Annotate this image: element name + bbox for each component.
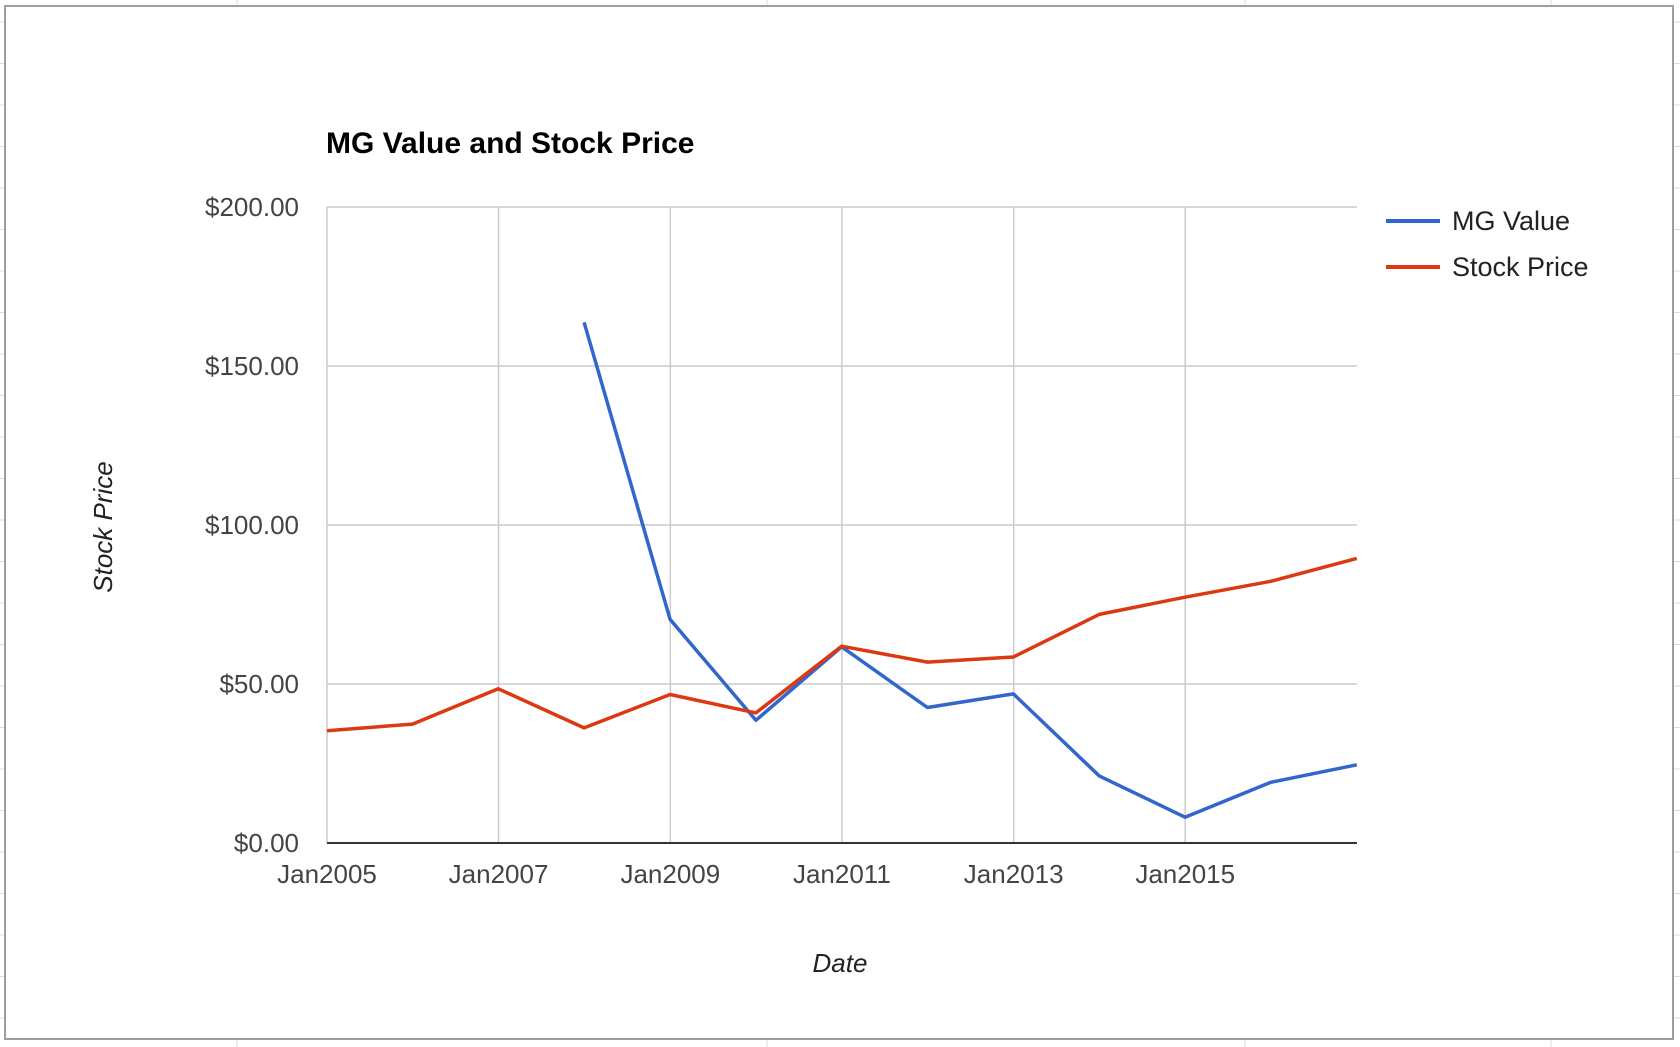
chart-title: MG Value and Stock Price	[326, 127, 694, 160]
chart-container[interactable]: MG Value and Stock Price $200.00 $150.00 $…	[4, 5, 1674, 1040]
x-tick-label: Jan2011	[793, 859, 891, 889]
x-tick-label: Jan2015	[1135, 859, 1235, 889]
y-tick-label: $50.00	[219, 669, 299, 699]
y-tick-label: $150.00	[205, 351, 299, 381]
x-tick-label: Jan2009	[620, 859, 720, 889]
line-chart: MG Value and Stock Price $200.00$150.00$…	[88, 127, 1589, 978]
legend-label-mg-value: MG Value	[1452, 206, 1570, 236]
y-tick-label: $100.00	[205, 510, 299, 540]
x-tick-label: Jan2005	[277, 859, 377, 889]
stock-price-line	[326, 556, 1358, 733]
x-tick-label: Jan2007	[449, 859, 549, 889]
legend-label-stock-price: Stock Price	[1452, 252, 1589, 282]
x-tick-label: Jan2013	[964, 859, 1064, 889]
x-axis-title: Date	[813, 948, 868, 978]
y-tick-label: $0.00	[234, 828, 299, 858]
y-tick-label: $200.00	[205, 192, 299, 222]
y-axis-title: Stock Price	[88, 461, 118, 593]
gridlines	[326, 206, 1357, 843]
mg-value-line	[582, 321, 1358, 819]
series-lines	[326, 321, 1358, 819]
legend[interactable]: MG Value Stock Price	[1386, 206, 1589, 282]
